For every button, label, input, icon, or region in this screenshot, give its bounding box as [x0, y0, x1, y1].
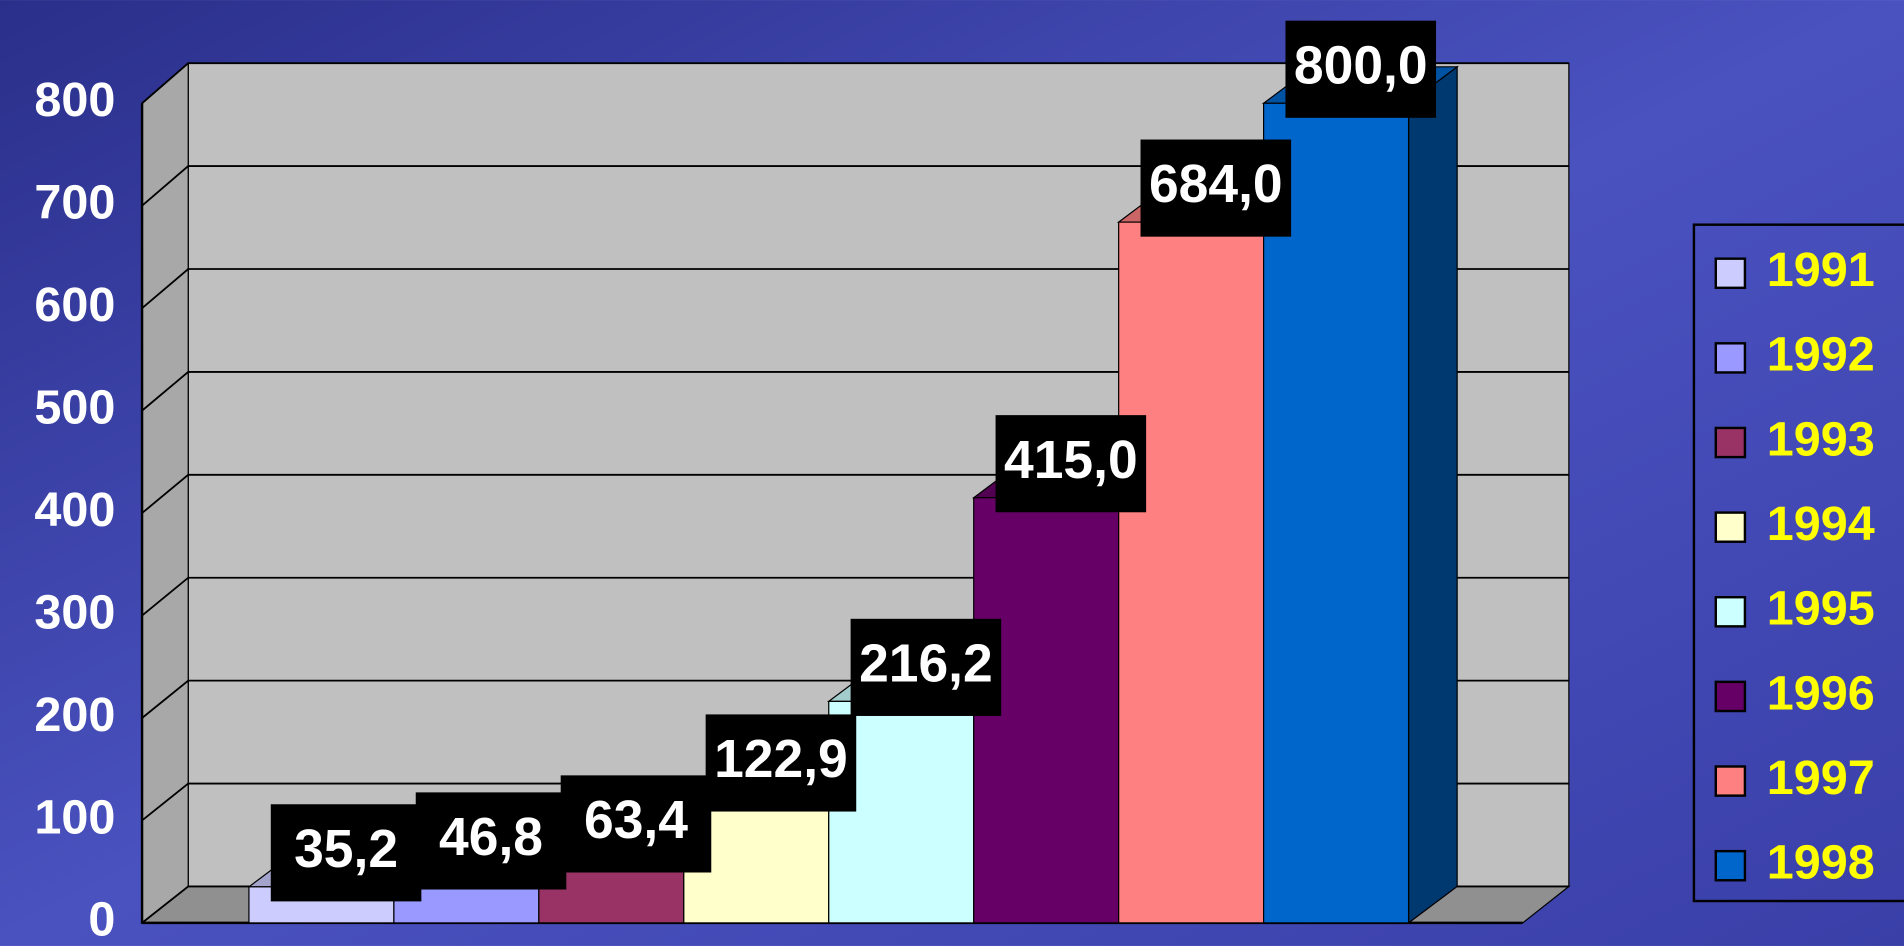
y-tick-label: 400 [34, 483, 115, 537]
data-label-box [270, 804, 422, 902]
legend-swatch [1714, 342, 1747, 374]
grid-line [141, 268, 1569, 309]
legend-swatch [1714, 426, 1747, 459]
y-tick-label: 100 [34, 790, 115, 844]
y-tick-label: 800 [34, 73, 115, 127]
legend-label: 1992 [1767, 328, 1875, 382]
legend-label: 1991 [1767, 243, 1875, 297]
data-label-box [1285, 20, 1437, 118]
legend-label: 1994 [1767, 497, 1875, 551]
data-label: 122,9 [714, 730, 848, 789]
data-label-box [705, 714, 857, 812]
y-tick-label: 600 [34, 278, 115, 332]
grid-line [141, 165, 1569, 207]
data-label-box [1140, 139, 1292, 237]
bar [1263, 102, 1410, 924]
legend-swatch [1714, 765, 1747, 797]
data-label-box [415, 792, 567, 890]
data-label-box [850, 618, 1002, 716]
legend-label: 1997 [1767, 751, 1875, 805]
legend-swatch [1714, 849, 1747, 882]
legend-box [1692, 223, 1904, 903]
legend-label: 1996 [1767, 666, 1875, 720]
data-label: 63,4 [584, 791, 688, 850]
y-tick-label: 500 [34, 380, 115, 434]
data-label: 415,0 [1004, 431, 1138, 490]
legend-label: 1995 [1767, 582, 1875, 636]
grid-line [141, 62, 1569, 104]
data-label: 216,2 [859, 634, 993, 693]
data-label-box [560, 775, 712, 873]
data-label: 684,0 [1149, 155, 1283, 214]
bar-side [1407, 65, 1458, 925]
data-label: 46,8 [439, 808, 543, 867]
legend-swatch [1714, 680, 1747, 713]
y-tick-label: 0 [88, 893, 115, 946]
bar [1118, 221, 1265, 924]
y-tick-label: 300 [34, 585, 115, 639]
data-label-box [995, 415, 1147, 513]
data-label: 800,0 [1294, 36, 1428, 95]
legend-swatch [1714, 511, 1747, 543]
legend-swatch [1714, 596, 1747, 628]
y-tick-label: 200 [34, 688, 115, 742]
legend-label: 1998 [1767, 836, 1875, 890]
grid-line [141, 370, 1569, 412]
legend-swatch [1714, 257, 1747, 290]
y-tick-label: 700 [34, 176, 115, 230]
legend-label: 1993 [1767, 412, 1875, 466]
data-label: 35,2 [294, 820, 398, 879]
